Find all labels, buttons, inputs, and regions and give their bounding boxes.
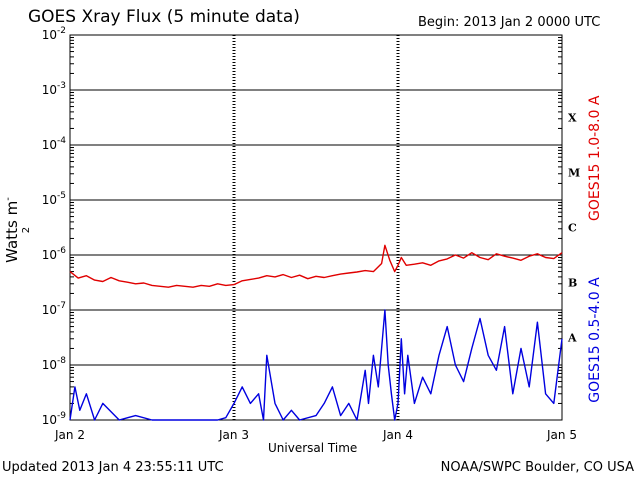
y-tick-label: 10-2 [42, 26, 66, 42]
y-tick-label: 10-3 [42, 81, 66, 97]
x-tick-label: Jan 5 [546, 428, 577, 442]
flare-class-label: X [568, 112, 577, 125]
flare-class-label: C [568, 222, 577, 235]
x-tick-label: Jan 3 [218, 428, 249, 442]
updated-timestamp: Updated 2013 Jan 4 23:55:11 UTC [2, 460, 224, 475]
x-tick-label: Jan 4 [382, 428, 413, 442]
flare-class-label: A [567, 332, 577, 345]
y-tick-label: 10-7 [42, 301, 66, 317]
series-line-long [69, 244, 563, 288]
begin-timestamp: Begin: 2013 Jan 2 0000 UTC [418, 15, 601, 30]
series-line-short [69, 309, 563, 421]
flare-class-label: B [568, 277, 577, 290]
chart-title: GOES Xray Flux (5 minute data) [28, 7, 300, 27]
plot-frame [69, 34, 563, 421]
flare-class-label: M [568, 167, 580, 180]
x-axis-label: Universal Time [268, 441, 358, 455]
x-tick-label: Jan 2 [54, 428, 85, 442]
y-tick-label: 10-4 [42, 136, 67, 152]
y-tick-label: 10-5 [42, 191, 66, 207]
credit-text: NOAA/SWPC Boulder, CO USA [440, 460, 634, 475]
y-tick-label: 10-9 [42, 411, 67, 427]
y-tick-label: 10-8 [42, 356, 67, 372]
y-tick-label: 10-6 [42, 246, 67, 262]
